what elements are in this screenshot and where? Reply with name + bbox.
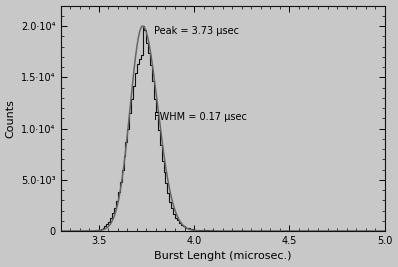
X-axis label: Burst Lenght (microsec.): Burst Lenght (microsec.) <box>154 252 291 261</box>
Text: Peak = 3.73 μsec: Peak = 3.73 μsec <box>154 26 239 36</box>
Text: FWHM = 0.17 μsec: FWHM = 0.17 μsec <box>154 112 247 122</box>
Y-axis label: Counts: Counts <box>6 99 16 138</box>
